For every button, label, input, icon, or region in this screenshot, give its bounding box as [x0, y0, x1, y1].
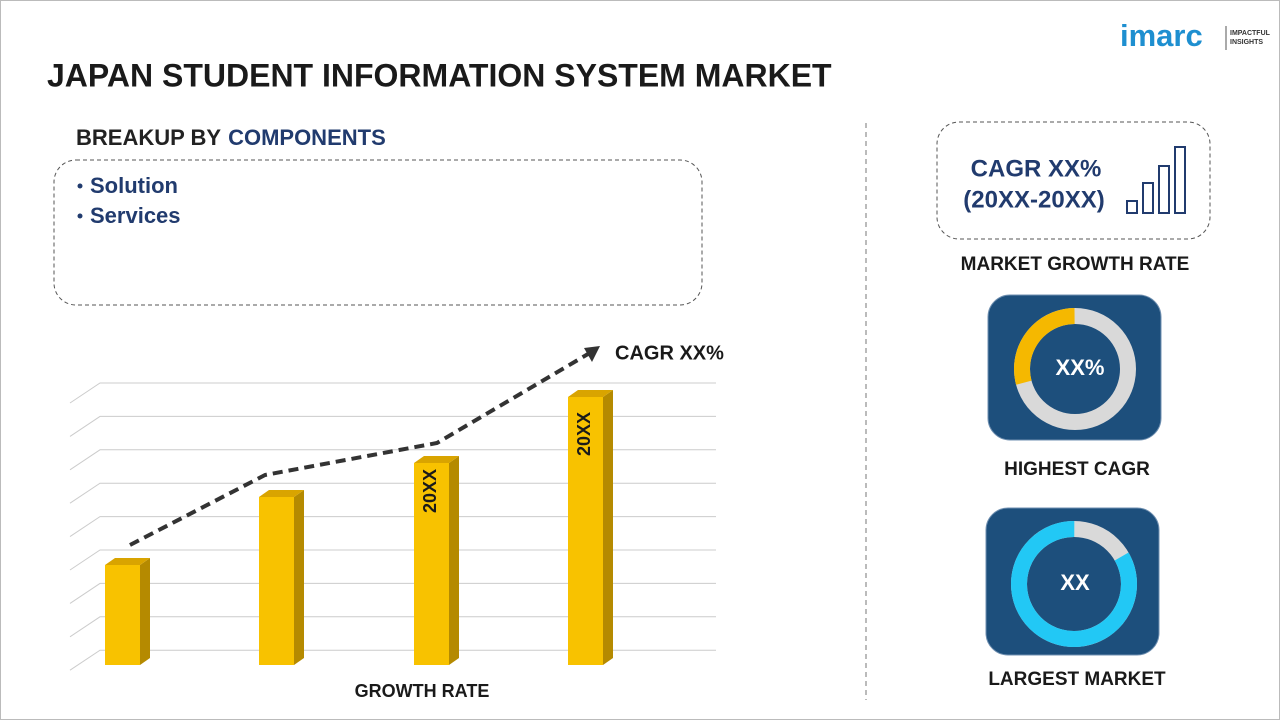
grid-line [69, 482, 716, 504]
breakup-box [53, 159, 703, 306]
bar-top [259, 490, 304, 497]
bar [568, 397, 603, 665]
donut-arc [1011, 521, 1137, 647]
breakup-label: BREAKUP BY [76, 125, 221, 150]
chart-cagr: CAGR XX% [615, 342, 724, 364]
axis-label: GROWTH RATE [355, 681, 490, 701]
card-value: XX [1060, 570, 1090, 595]
grid-line [69, 415, 716, 437]
logo-tagline: IMPACTFUL [1230, 30, 1271, 37]
grid-line [69, 516, 716, 538]
grid-line [69, 616, 716, 638]
bullet [77, 213, 83, 219]
cagr-box [936, 121, 1211, 240]
bar-side [603, 390, 613, 665]
breakup-heading: BREAKUP BY COMPONENTS [76, 125, 386, 150]
caption: HIGHEST CAGR [1004, 459, 1150, 480]
breakup-item: Solution [90, 173, 178, 198]
card-value: XX% [1056, 355, 1105, 380]
cagr-period: (20XX-20XX) [963, 186, 1104, 213]
bar-side [294, 490, 304, 665]
title: JAPAN STUDENT INFORMATION SYSTEM MARKET [47, 57, 832, 93]
breakup-highlight: COMPONENTS [228, 125, 386, 150]
bars [105, 390, 613, 665]
logo-name: imarc [1120, 18, 1203, 53]
grid-line [69, 649, 716, 671]
grid-line [69, 449, 716, 471]
caption: LARGEST MARKET [988, 669, 1166, 690]
logo-tagline: INSIGHTS [1230, 39, 1263, 46]
caption: MARKET GROWTH RATE [961, 254, 1190, 275]
chart-grid [69, 382, 716, 671]
bar-top [414, 456, 459, 463]
growth-icon [1126, 146, 1186, 214]
bar-label: 20XX [420, 469, 440, 513]
bar-top [105, 558, 150, 565]
cagr-text: CAGR XX% [971, 155, 1102, 182]
bar [414, 463, 449, 665]
grid-line [69, 582, 716, 604]
bar-side [140, 558, 150, 665]
bar [105, 565, 140, 665]
bar-label: 20XX [574, 412, 594, 456]
grid-line [69, 382, 716, 404]
bar-top [568, 390, 613, 397]
bar-side [449, 456, 459, 665]
donut-arc [1014, 308, 1136, 430]
bar [259, 497, 294, 665]
grid-line [69, 549, 716, 571]
breakup-item: Services [90, 203, 181, 228]
bullet [77, 183, 83, 189]
trend-arrow [584, 346, 600, 362]
